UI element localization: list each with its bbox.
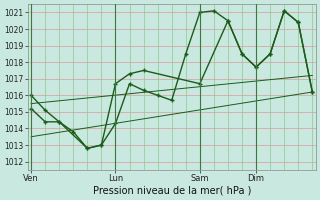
X-axis label: Pression niveau de la mer( hPa ): Pression niveau de la mer( hPa ) [92,186,251,196]
